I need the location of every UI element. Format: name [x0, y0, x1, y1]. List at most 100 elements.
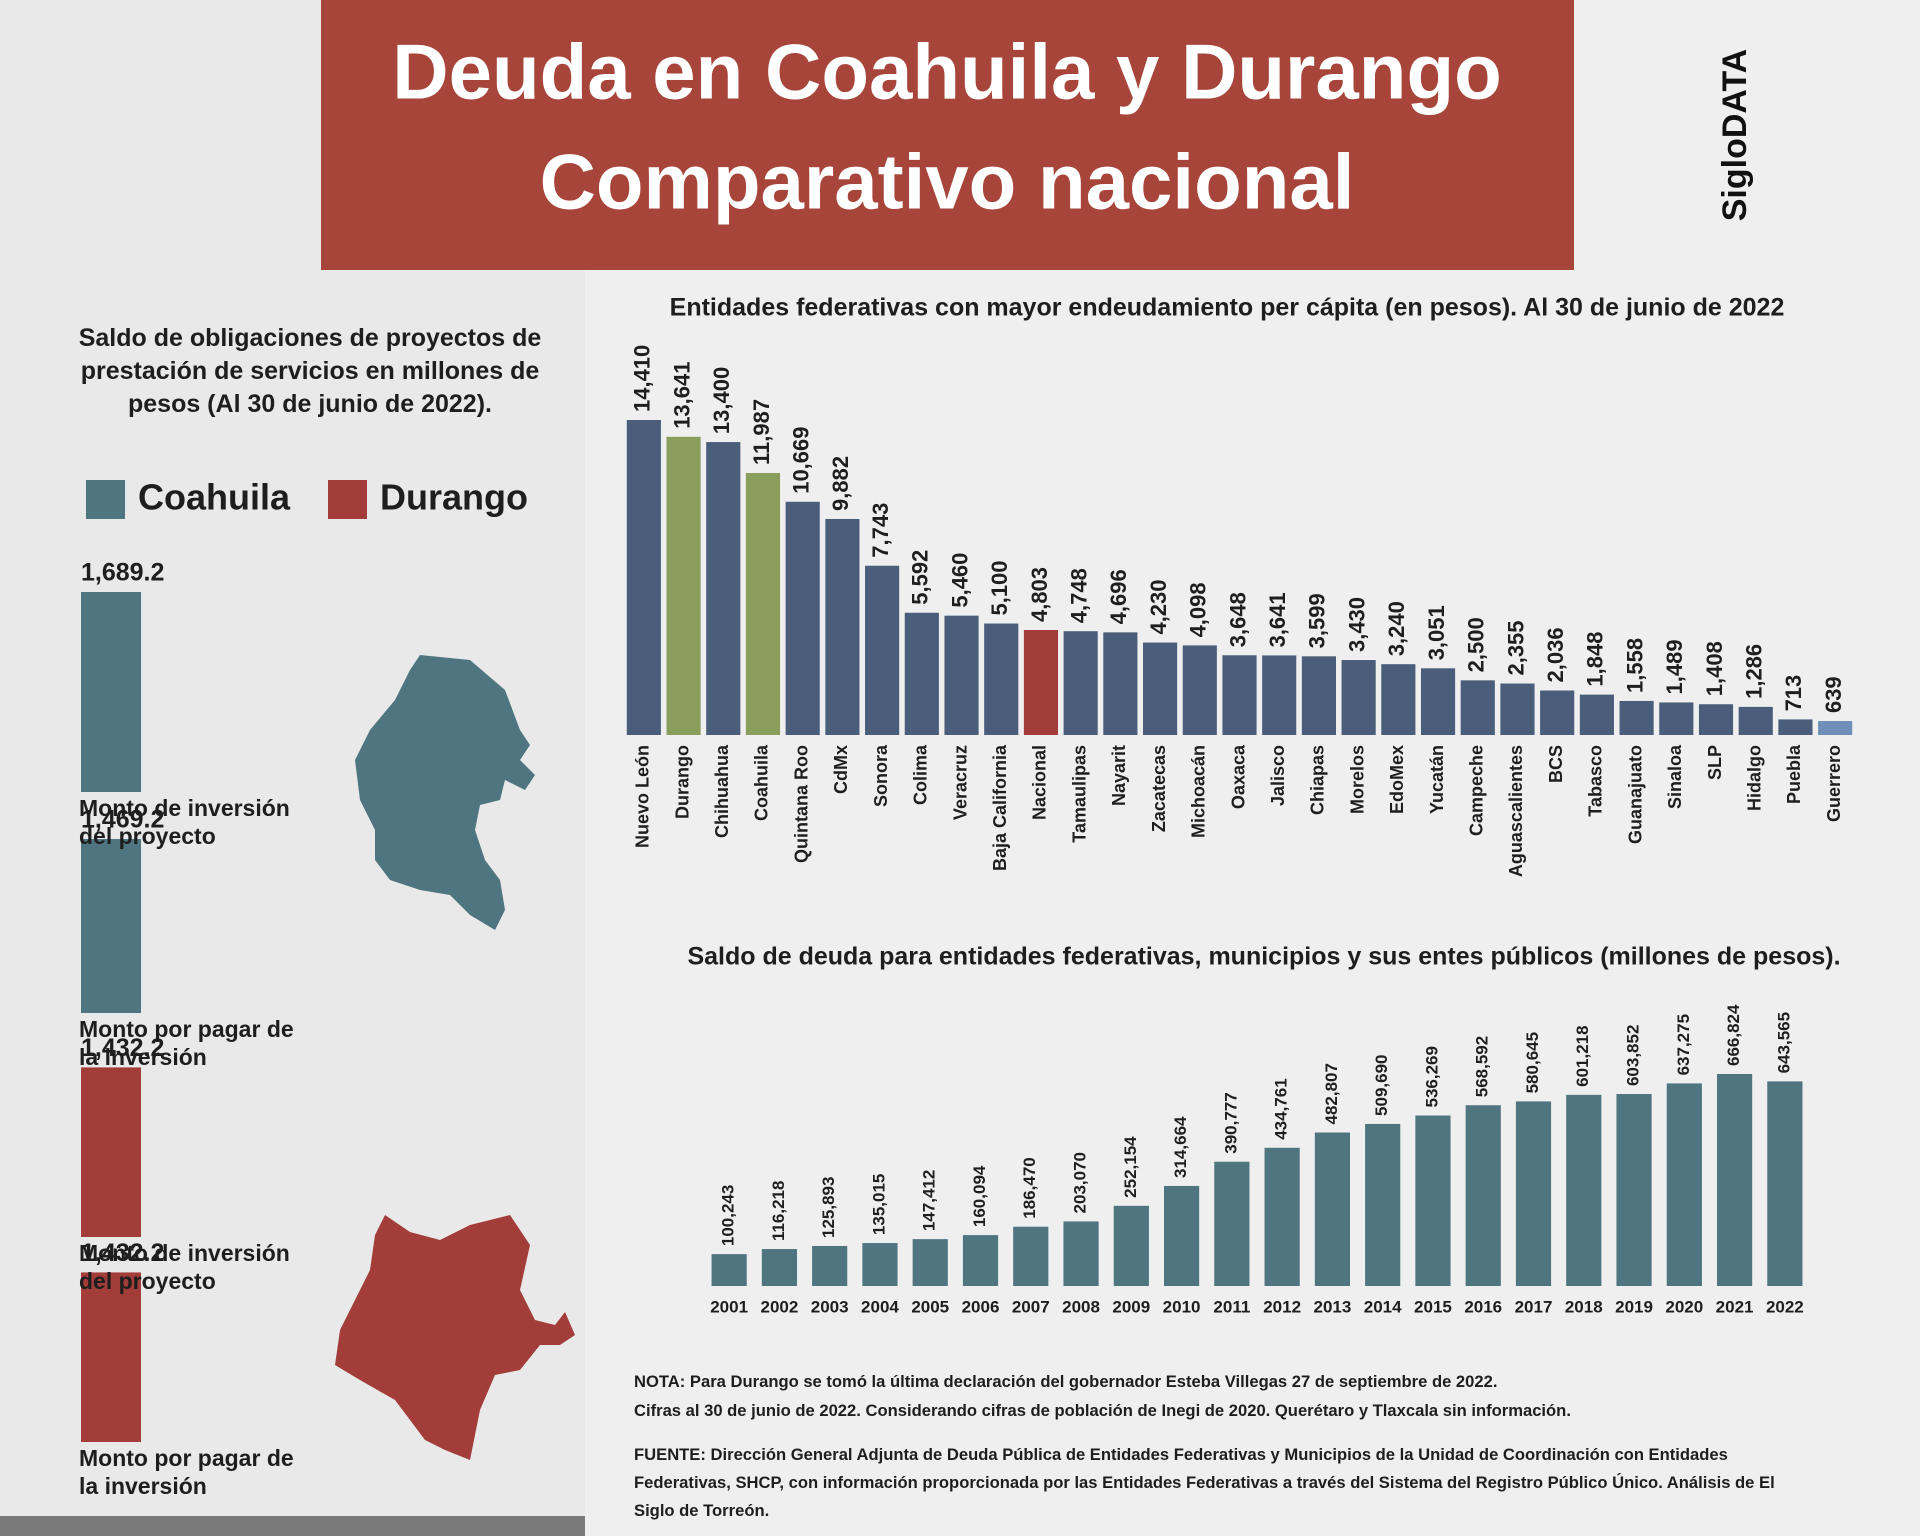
x-tick-label: 2001	[710, 1297, 748, 1316]
title-line: Deuda en Coahuila y Durango	[392, 28, 1501, 116]
x-tick-label: 2019	[1615, 1297, 1653, 1316]
bar	[706, 442, 741, 735]
note-line: NOTA: Para Durango se tomó la última dec…	[634, 1372, 1498, 1391]
note-line: Cifras al 30 de junio de 2022. Considera…	[634, 1401, 1571, 1420]
bar	[1659, 702, 1694, 735]
bar	[666, 436, 701, 735]
bar	[962, 1235, 999, 1286]
value-label: 639	[1821, 676, 1846, 713]
bar	[81, 1272, 141, 1442]
bar	[1301, 656, 1336, 735]
value-label: 601,218	[1573, 1025, 1592, 1086]
bar	[1023, 630, 1059, 735]
value-label: 713	[1781, 675, 1806, 712]
x-tick-label: 2005	[911, 1297, 949, 1316]
bar	[1365, 1123, 1401, 1286]
footer-bar	[0, 1516, 585, 1536]
bar	[984, 623, 1019, 735]
bar	[761, 1249, 798, 1286]
x-tick-label: Jalisco	[1268, 745, 1288, 806]
value-label: 147,412	[920, 1170, 939, 1231]
x-tick-label: Michoacán	[1189, 745, 1209, 838]
value-label: 1,432.2	[81, 1239, 164, 1267]
bar	[1465, 1105, 1501, 1286]
value-label: 580,645	[1523, 1032, 1542, 1093]
x-tick-label: Tabasco	[1586, 745, 1606, 817]
value-label: 5,100	[987, 560, 1012, 615]
x-tick-label: BCS	[1546, 745, 1566, 783]
x-tick-label: 2021	[1716, 1297, 1754, 1316]
x-tick-label: 2003	[811, 1297, 849, 1316]
x-tick-label: 2013	[1313, 1297, 1351, 1316]
value-label: 7,743	[868, 503, 893, 558]
x-tick-label: 2012	[1263, 1297, 1301, 1316]
x-tick-label: Chiapas	[1308, 745, 1328, 815]
bar	[1579, 694, 1614, 735]
value-label: 9,882	[828, 456, 853, 511]
bar	[1767, 1081, 1803, 1286]
value-label: 1,408	[1702, 641, 1727, 696]
bar	[1415, 1115, 1451, 1286]
x-tick-label: 2008	[1062, 1297, 1100, 1316]
brand: SigloDATA	[1716, 49, 1754, 222]
x-tick-label: 2014	[1364, 1297, 1402, 1316]
value-label: 3,648	[1225, 592, 1250, 647]
bar	[1182, 645, 1217, 735]
x-tick-label: Nayarit	[1109, 745, 1129, 806]
bar	[1420, 668, 1456, 735]
category-label: Monto de inversión del proyecto	[79, 795, 290, 849]
value-label: 186,470	[1020, 1157, 1039, 1218]
value-label: 643,565	[1774, 1012, 1793, 1073]
x-tick-label: Durango	[672, 745, 692, 819]
bar	[81, 1067, 141, 1237]
x-tick-label: Colima	[911, 744, 931, 805]
bar	[1460, 680, 1495, 735]
x-tick-label: Nuevo León	[633, 745, 653, 848]
value-label: 509,690	[1372, 1055, 1391, 1116]
bar	[1013, 1226, 1049, 1286]
x-tick-label: 2007	[1012, 1297, 1050, 1316]
value-label: 14,410	[630, 345, 655, 412]
legend-label: Durango	[380, 477, 528, 518]
bar	[1716, 1074, 1753, 1286]
chart-title: Saldo de deuda para entidades federativa…	[687, 943, 1840, 971]
bar	[904, 612, 939, 735]
bar	[1515, 1101, 1552, 1286]
value-label: 603,852	[1624, 1025, 1643, 1086]
bar	[1222, 655, 1257, 735]
bar	[1698, 704, 1734, 735]
bar	[1262, 655, 1297, 735]
x-tick-label: Morelos	[1347, 745, 1367, 814]
x-tick-label: Chihuahua	[712, 744, 732, 838]
value-label: 252,154	[1121, 1136, 1140, 1198]
x-tick-label: 2006	[962, 1297, 1000, 1316]
value-label: 4,230	[1146, 579, 1171, 634]
x-tick-label: Campeche	[1467, 745, 1487, 836]
source-note: FUENTE: Dirección General Adjunta de Deu…	[634, 1445, 1775, 1520]
bar	[626, 420, 661, 735]
bar	[1341, 660, 1376, 735]
value-label: 116,218	[769, 1181, 788, 1242]
x-tick-label: Guanajuato	[1625, 745, 1645, 844]
x-tick-label: Guerrero	[1824, 745, 1844, 822]
x-tick-label: 2022	[1766, 1297, 1804, 1316]
x-tick-label: Coahuila	[752, 744, 772, 821]
bar	[1778, 719, 1813, 735]
x-tick-label: Zacatecas	[1149, 745, 1169, 832]
value-label: 1,286	[1742, 644, 1767, 699]
bar	[1738, 706, 1773, 735]
bar	[1381, 664, 1416, 735]
x-tick-label: SLP	[1705, 745, 1725, 780]
value-label: 4,098	[1186, 582, 1211, 637]
chart-title: Saldo de obligaciones de proyectos de pr…	[78, 324, 542, 418]
x-tick-label: Nacional	[1030, 745, 1050, 820]
bar	[745, 472, 781, 735]
bar	[1619, 700, 1654, 735]
value-label: 5,592	[908, 550, 933, 605]
value-label: 10,669	[789, 426, 814, 493]
bar	[865, 565, 900, 735]
value-label: 637,275	[1674, 1014, 1693, 1075]
x-tick-label: Sonora	[871, 744, 891, 807]
value-label: 13,641	[669, 362, 694, 429]
